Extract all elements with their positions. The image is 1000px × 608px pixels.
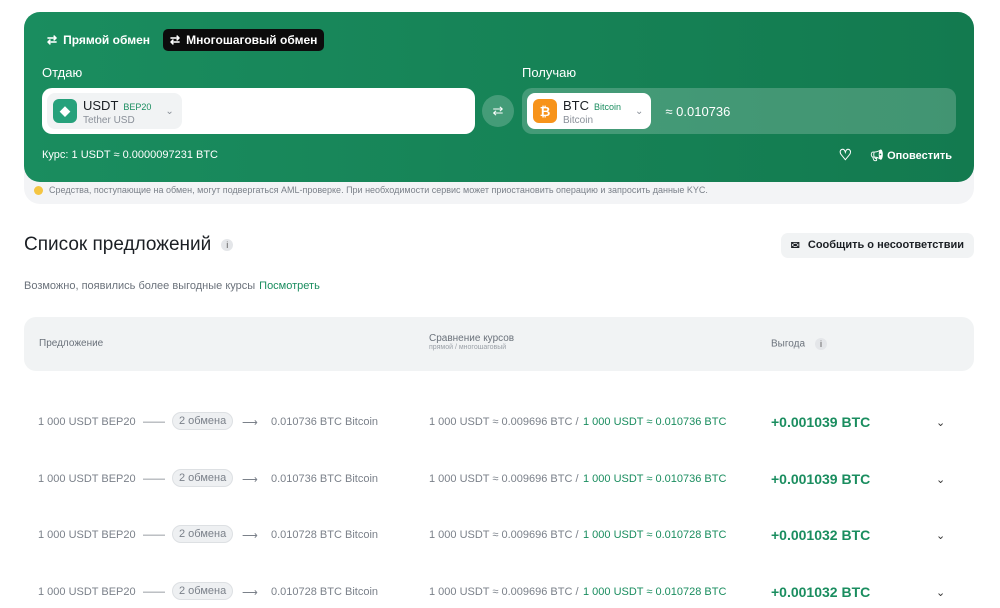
give-field: ◆ USDT BEP20 Tether USD ⌄ 1 000 xyxy=(42,88,475,134)
exchange-panel: ⇄ Прямой обмен ⇄ Многошаговый обмен Отдаю … xyxy=(24,12,974,182)
get-label: Получаю xyxy=(522,65,577,80)
table-row[interactable]: 1 000 USDT BEP20 —— 2 обмена ⟶ 0.010736 … xyxy=(38,468,946,487)
chevron-down-icon[interactable]: ⌄ xyxy=(936,586,946,599)
arrow-icon: ⟶ xyxy=(242,530,258,542)
profit: +0.001039 BTC xyxy=(771,470,871,487)
chevron-down-icon: ⌄ xyxy=(635,105,644,117)
swap-button[interactable]: ⇄ xyxy=(482,95,514,127)
megaphone-icon: 📢︎ xyxy=(870,149,888,162)
tab-multistep-exchange[interactable]: ⇄ Многошаговый обмен xyxy=(163,29,325,51)
get-currency-select[interactable]: ₿ BTC Bitcoin Bitcoin ⌄ xyxy=(527,93,652,129)
give-label: Отдаю xyxy=(42,65,83,80)
mail-icon: ✉ xyxy=(790,240,800,252)
steps-badge: 2 обмена xyxy=(172,581,234,600)
multistep-icon: ⇄ xyxy=(170,33,181,47)
table-header: Предложение Сравнение курсов прямой / мно… xyxy=(24,317,974,371)
dash: —— xyxy=(143,529,165,541)
view-link[interactable]: Посмотреть xyxy=(259,280,320,292)
aml-notice: Средства, поступающие на обмен, могут по… xyxy=(49,185,708,195)
profit: +0.001032 BTC xyxy=(771,527,871,543)
chevron-down-icon[interactable]: ⌄ xyxy=(936,417,946,429)
heart-icon[interactable]: ♡ xyxy=(838,147,853,164)
give-currency-select[interactable]: ◆ USDT BEP20 Tether USD ⌄ xyxy=(47,93,182,129)
steps-badge: 2 обмена xyxy=(172,412,234,430)
dash: —— xyxy=(143,416,165,428)
profit: +0.001032 BTC xyxy=(771,583,871,600)
dash: —— xyxy=(143,585,165,598)
chevron-down-icon[interactable]: ⌄ xyxy=(936,473,946,486)
better-rates-text: Возможно, появились более выгодные курсы… xyxy=(24,280,320,292)
chevron-down-icon: ⌄ xyxy=(165,105,174,117)
chevron-down-icon[interactable]: ⌄ xyxy=(936,530,946,542)
get-field: ₿ BTC Bitcoin Bitcoin ⌄ ≈ 0.010736 xyxy=(522,88,956,134)
table-row[interactable]: 1 000 USDT BEP20 —— 2 обмена ⟶ 0.010736 … xyxy=(38,412,946,430)
rate-text: Курс: 1 USDT ≈ 0.0000097231 BTC xyxy=(42,149,218,161)
arrow-icon: ⟶ xyxy=(242,473,258,486)
get-amount: ≈ 0.010736 xyxy=(665,103,731,119)
table-row[interactable]: 1 000 USDT BEP20 —— 2 обмена ⟶ 0.010728 … xyxy=(38,525,946,543)
give-amount-input[interactable]: 1 000 xyxy=(195,103,229,119)
report-button[interactable]: ✉ Сообщить о несоответствии xyxy=(780,233,974,258)
info-icon[interactable]: i xyxy=(221,238,234,251)
dash: —— xyxy=(143,472,165,485)
steps-badge: 2 обмена xyxy=(172,468,234,487)
swap-icon: ⇄ xyxy=(47,33,58,47)
profit: +0.001039 BTC xyxy=(771,414,871,430)
notify-button[interactable]: 📢︎ Оповестить xyxy=(870,149,952,162)
info-icon[interactable]: i xyxy=(815,338,828,350)
arrow-icon: ⟶ xyxy=(242,417,258,429)
usdt-icon: ◆ xyxy=(53,99,77,123)
arrow-icon: ⟶ xyxy=(242,586,258,599)
btc-icon: ₿ xyxy=(533,99,557,123)
tab-direct-exchange[interactable]: ⇄ Прямой обмен xyxy=(47,33,151,47)
page-title: Список предложений i xyxy=(24,234,234,256)
steps-badge: 2 обмена xyxy=(172,525,234,543)
warning-icon xyxy=(34,185,43,195)
table-row[interactable]: 1 000 USDT BEP20 —— 2 обмена ⟶ 0.010728 … xyxy=(38,581,946,600)
